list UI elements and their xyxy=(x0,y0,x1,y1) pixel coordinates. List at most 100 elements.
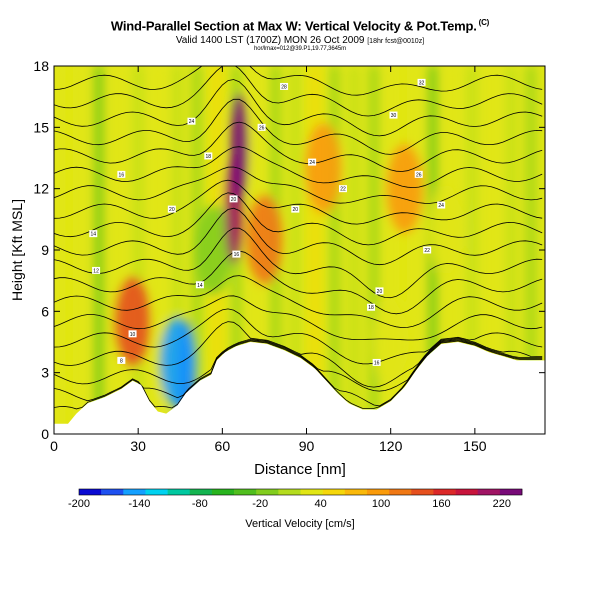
isentrope-label-bg xyxy=(117,356,126,364)
isentrope-label-text: 20 xyxy=(377,289,383,295)
isentrope-label-bg xyxy=(372,358,381,366)
isentrope-label-text: 16 xyxy=(234,252,240,258)
isentrope-label-text: 12 xyxy=(93,268,99,274)
field-band xyxy=(93,66,105,434)
velocity-cell xyxy=(195,205,232,295)
isentrope-label: 14 xyxy=(195,281,204,289)
velocity-cell xyxy=(305,123,342,214)
field-band xyxy=(387,66,400,434)
chart-title: Wind-Parallel Section at Max W: Vertical… xyxy=(110,18,490,34)
velocity-cell xyxy=(230,92,249,203)
valid-time-line: Valid 1400 LST (1700Z) MON 26 Oct 2009 [… xyxy=(175,35,425,46)
isentrope-label-text: 22 xyxy=(340,187,346,193)
field-band xyxy=(112,66,125,434)
isentrope-label: 28 xyxy=(280,82,289,90)
isentrope-line xyxy=(54,166,543,204)
isentrope-line xyxy=(54,308,543,365)
isentrope-label-bg xyxy=(128,330,137,338)
isentrope-label-text: 28 xyxy=(281,84,287,90)
x-tick-label: 150 xyxy=(463,438,487,454)
isentrope-label: 18 xyxy=(367,303,376,311)
isentrope-label-text: 18 xyxy=(368,305,374,311)
isentrope-label-bg xyxy=(257,123,266,131)
isentrope-label: 24 xyxy=(308,158,317,166)
velocity-cell xyxy=(386,143,423,234)
y-tick-label: 0 xyxy=(41,426,49,442)
colorbar-swatch xyxy=(366,489,390,495)
colorbar: -200 -140 -80 -20 40 100 160 220 xyxy=(68,488,523,510)
isentrope-label: 24 xyxy=(437,201,446,209)
isentrope-line xyxy=(54,98,543,155)
colorbar-tick-label: 220 xyxy=(493,498,511,510)
colorbar-swatch xyxy=(411,489,434,495)
isentrope-label-bg xyxy=(375,287,384,295)
isentrope-label-bg xyxy=(414,170,423,178)
field-band xyxy=(368,66,380,434)
colorbar-swatch xyxy=(79,489,102,495)
isentrope-label: 8 xyxy=(117,356,126,364)
colorbar-swatch xyxy=(189,489,213,495)
isentrope-label-bg xyxy=(89,230,98,238)
velocity-cell xyxy=(428,184,465,275)
axes: 0 30 60 90 120 150 0 3 6 9 12 15 18 xyxy=(33,58,545,454)
isentrope-line xyxy=(54,295,543,341)
isentrope-label: 26 xyxy=(414,170,423,178)
isentrope-label-text: 8 xyxy=(120,358,123,364)
isentrope-labels: 16 14 12 10 8 18 20 24 28 26 24 22 20 14 16 20 32 30 26 24 2… xyxy=(89,78,446,366)
colorbar-swatch xyxy=(278,489,301,495)
isentrope-label-text: 32 xyxy=(419,80,425,86)
isentrope-label-bg xyxy=(417,78,426,86)
isentrope-label: 20 xyxy=(291,205,300,213)
field-band xyxy=(486,66,498,434)
isentrope-label: 12 xyxy=(92,266,101,274)
isentrope-label-text: 10 xyxy=(130,332,136,338)
isentrope-label: 20 xyxy=(167,205,176,213)
colorbar-swatch xyxy=(234,489,257,495)
isentrope-label: 10 xyxy=(128,330,137,338)
isentrope-line xyxy=(54,339,543,407)
isentrope-line xyxy=(54,66,543,96)
y-axis-label: Height [Kft MSL] xyxy=(9,199,25,301)
colorbar-swatch xyxy=(344,489,368,495)
colorbar-swatch xyxy=(145,489,168,495)
colorbar-swatch xyxy=(211,489,235,495)
colorbar-swatch xyxy=(167,489,191,495)
isentrope-label-bg xyxy=(204,152,213,160)
x-tick-label: 30 xyxy=(130,438,146,454)
terrain-fill xyxy=(54,342,545,434)
colorbar-swatch xyxy=(101,489,124,495)
isentrope-line xyxy=(54,340,543,410)
velocity-cell xyxy=(114,276,151,367)
fine-print: hor/lmax=012@39.P1,19.77,3645m xyxy=(254,46,346,52)
velocity-cell xyxy=(372,297,409,387)
isentrope-label-bg xyxy=(367,303,376,311)
isentrope-label-bg xyxy=(280,82,289,90)
y-tick-label: 6 xyxy=(41,303,49,319)
isentrope-line xyxy=(54,275,543,329)
colorbar-tick-label: 100 xyxy=(372,498,390,510)
colorbar-tick-label: -200 xyxy=(68,498,90,510)
isentrope-label-bg xyxy=(389,111,398,119)
y-tick-label: 15 xyxy=(33,119,49,135)
field-band xyxy=(171,66,184,434)
colorbar-swatch xyxy=(256,489,279,495)
isentrope-line xyxy=(54,250,543,315)
isentrope-line xyxy=(54,66,543,117)
isentrope-label: 20 xyxy=(229,195,238,203)
isentrope-label-bg xyxy=(195,281,204,289)
isentrope-label-text: 22 xyxy=(424,248,430,254)
isentrope-label-text: 26 xyxy=(416,172,422,178)
field-band xyxy=(328,66,341,434)
isentrope-label-text: 20 xyxy=(231,197,237,203)
isentrope-label: 16 xyxy=(117,170,126,178)
field-band xyxy=(152,66,164,434)
isentrope-label: 30 xyxy=(389,111,398,119)
isentrope-label-bg xyxy=(92,266,101,274)
colorbar-swatch xyxy=(477,489,501,495)
colorbar-tick-label: 40 xyxy=(315,498,327,510)
isentrope-label: 26 xyxy=(257,123,266,131)
field-band xyxy=(466,66,478,434)
y-tick-label: 12 xyxy=(33,181,49,197)
isentrope-label-bg xyxy=(229,195,238,203)
colorbar-tick-label: -20 xyxy=(252,498,268,510)
